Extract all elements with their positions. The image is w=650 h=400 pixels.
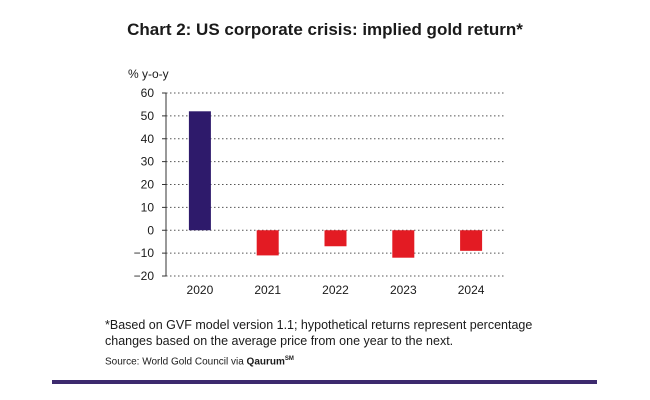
bar-2022 [324,230,347,247]
x-tick-label: 2022 [322,283,349,297]
source-brand: Qaurum [246,356,285,368]
source-prefix: Source: World Gold Council via [105,356,247,368]
y-tick-label: 10 [141,200,155,214]
bottom-rule [52,380,597,384]
x-tick-label: 2023 [390,283,417,297]
y-tick-label: 40 [141,132,155,146]
service-mark: SM [284,356,294,362]
x-tick-label: 2021 [254,283,281,297]
y-tick-labels: 60 50 40 30 20 10 0 −10 −20 [134,86,155,283]
bars [188,111,483,258]
chart-title: Chart 2: US corporate crisis: implied go… [127,20,523,39]
y-tick-label: 50 [141,109,155,123]
footnote: *Based on GVF model version 1.1; hypothe… [105,318,533,348]
y-tick-label: −10 [134,246,155,260]
bar-2023 [392,230,415,258]
gridlines [162,92,505,277]
bar-2024 [460,230,483,251]
y-tick-label: −20 [134,269,155,283]
y-tick-label: 0 [147,223,154,237]
y-tick-label: 60 [141,86,155,100]
x-tick-label: 2020 [187,283,214,297]
y-axis-unit-label: % y-o-y [128,67,169,81]
x-tick-label: 2024 [458,283,485,297]
source-line: Source: World Gold Council via QaurumSM [105,356,294,367]
y-tick-label: 30 [141,155,155,169]
bar-2021 [256,230,279,256]
y-tick-label: 20 [141,178,155,192]
x-tick-labels: 2020 2021 2022 2023 2024 [187,283,485,297]
bar-2020 [188,111,211,231]
